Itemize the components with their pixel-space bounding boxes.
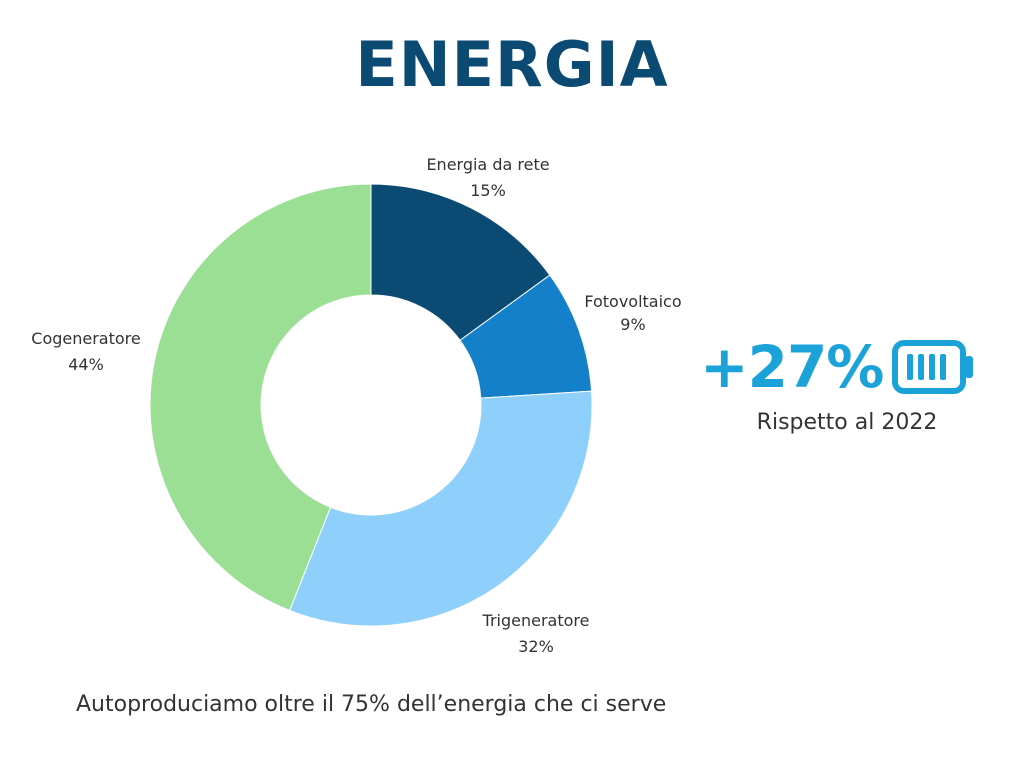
slice-value-label: 15% [470, 181, 506, 200]
slice-value-label: 9% [620, 315, 645, 334]
slice-label: Fotovoltaico [584, 292, 681, 311]
battery-icon [892, 340, 973, 394]
slice-label: Energia da rete [426, 155, 549, 174]
slice-cogeneratore [149, 183, 372, 612]
page-title: ENERGIA [355, 28, 669, 101]
slice-energia-da-rete [370, 183, 551, 342]
stat-value: +27% [700, 333, 884, 401]
slice-label: Trigeneratore [482, 611, 590, 630]
stat-caption: Rispetto al 2022 [756, 410, 938, 435]
slice-trigeneratore [288, 390, 593, 627]
slice-value-label: 44% [68, 355, 104, 374]
slice-value-label: 32% [518, 637, 554, 656]
footer-note: Autoproduciamo oltre il 75% dell’energia… [76, 692, 667, 717]
slice-label: Cogeneratore [31, 329, 140, 348]
